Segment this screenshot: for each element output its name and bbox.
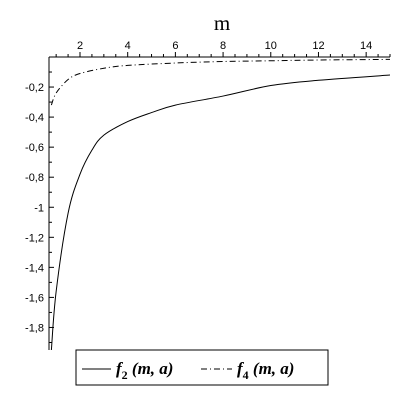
x-axis-title: m	[214, 11, 230, 35]
axes: 2 4 6 8 10 12 14 -0,2 -0,4 -0,6 -0,8 -1 -1,2 -1,4 -1,6…	[25, 40, 391, 350]
legend: f2 (m, a) f4 (m, a)	[75, 349, 329, 386]
y-tick-label: -0,4	[25, 112, 44, 124]
y-tick-label: -1,8	[25, 322, 44, 334]
legend-box	[75, 349, 329, 386]
y-tick-label: -1	[34, 202, 44, 214]
y-tick-label: -1,4	[25, 262, 44, 274]
x-tick-label: 14	[360, 40, 372, 52]
x-tick-label: 4	[125, 40, 131, 52]
x-tick-label: 8	[220, 40, 226, 52]
legend-label-f2: f2 (m, a)	[116, 359, 173, 382]
series-f4-line	[50, 58, 391, 106]
legend-label-f4: f4 (m, a)	[237, 359, 294, 382]
x-tick-label: 6	[172, 40, 178, 52]
y-tick-label: -0,2	[25, 82, 44, 94]
y-tick-label: -0,8	[25, 172, 44, 184]
x-tick-label: 2	[77, 40, 83, 52]
x-tick-label: 12	[312, 40, 324, 52]
x-tick-label: 10	[265, 40, 277, 52]
y-tick-label: -1,2	[25, 232, 44, 244]
y-tick-label: -1,6	[25, 292, 44, 304]
y-tick-label: -0,6	[25, 142, 44, 154]
plot-area	[50, 58, 391, 351]
series-f2-line	[50, 74, 391, 351]
